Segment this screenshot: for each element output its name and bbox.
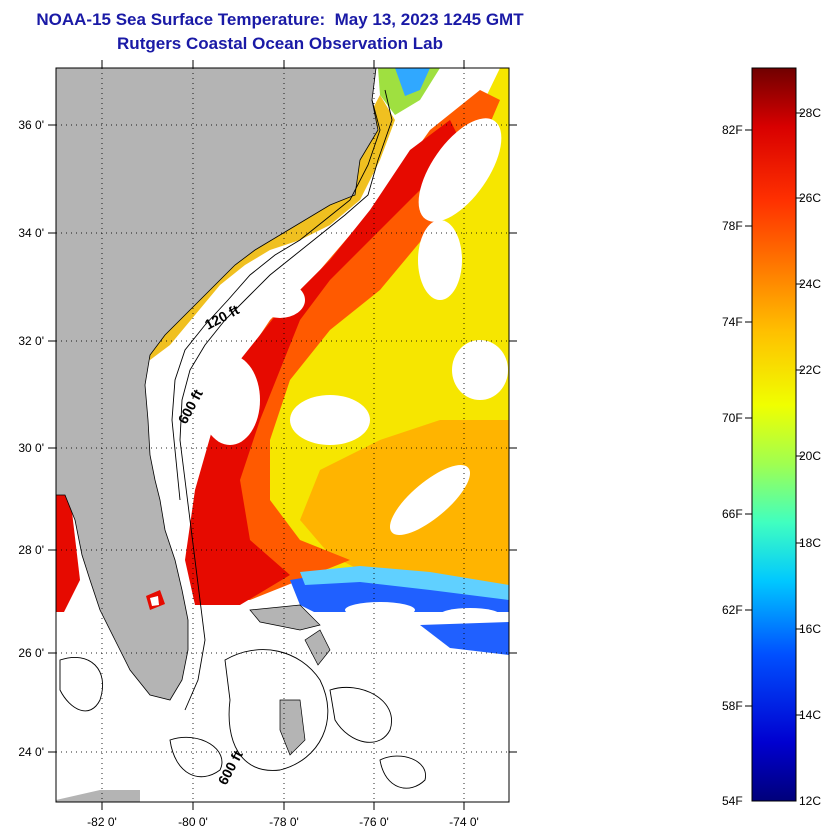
- lat-label-36: 36 0': [18, 118, 44, 132]
- colorbar-label-12c: 12C: [799, 794, 822, 808]
- colorbar-label-20c: 20C: [799, 449, 822, 463]
- map-canvas: [56, 68, 509, 802]
- lat-label-32: 32 0': [18, 334, 44, 348]
- colorbar-label-24c: 24C: [799, 277, 822, 291]
- map-subtitle: Rutgers Coastal Ocean Observation Lab: [117, 34, 443, 53]
- map-title: NOAA-15 Sea Surface Temperature: May 13,…: [36, 10, 524, 29]
- lat-label-26: 26 0': [18, 646, 44, 660]
- colorbar-label-58f: 58F: [722, 699, 743, 713]
- axis-ticks: [48, 60, 517, 810]
- colorbar-label-82f: 82F: [722, 123, 743, 137]
- colorbar-label-28c: 28C: [799, 106, 822, 120]
- land-bahamas-abaco: [304, 629, 331, 666]
- colorbar: [751, 67, 797, 802]
- lon-label-80: -80 0': [178, 815, 208, 829]
- cloud-mask: [145, 118, 508, 622]
- colorbar-label-18c: 18C: [799, 536, 822, 550]
- colorbar-label-66f: 66F: [722, 507, 743, 521]
- land-gulf-coast-strip: [56, 790, 140, 802]
- colorbar-ticks: [745, 112, 803, 716]
- sst-florida-gulf-warm: [56, 490, 80, 620]
- bathymetry-contours: [59, 89, 426, 789]
- colorbar-label-62f: 62F: [722, 603, 743, 617]
- lon-label-82: -82 0': [87, 815, 117, 829]
- colorbar-label-78f: 78F: [722, 219, 743, 233]
- graticule: [56, 68, 509, 802]
- lon-label-76: -76 0': [359, 815, 389, 829]
- lon-label-78: -78 0': [269, 815, 299, 829]
- sst-gulf-stream-outer: [190, 90, 500, 600]
- colorbar-label-26c: 26C: [799, 191, 822, 205]
- colorbar-label-74f: 74F: [722, 315, 743, 329]
- colorbar-label-22c: 22C: [799, 363, 822, 377]
- colorbar-label-70f: 70F: [722, 411, 743, 425]
- colorbar-label-14c: 14C: [799, 708, 822, 722]
- land-bahamas-grand: [249, 604, 321, 631]
- lat-label-28: 28 0': [18, 543, 44, 557]
- lat-label-24: 24 0': [18, 745, 44, 759]
- lon-label-74: -74 0': [449, 815, 479, 829]
- sst-cold-north-2: [395, 68, 430, 96]
- colorbar-label-54f: 54F: [722, 794, 743, 808]
- sst-cold-band-light: [300, 566, 509, 600]
- map-frame: [55, 67, 510, 803]
- land-mainland: [56, 68, 379, 701]
- lat-label-34: 34 0': [18, 226, 44, 240]
- lat-label-30: 30 0': [18, 441, 44, 455]
- colorbar-label-16c: 16C: [799, 622, 822, 636]
- land-bahamas-andros: [279, 699, 306, 756]
